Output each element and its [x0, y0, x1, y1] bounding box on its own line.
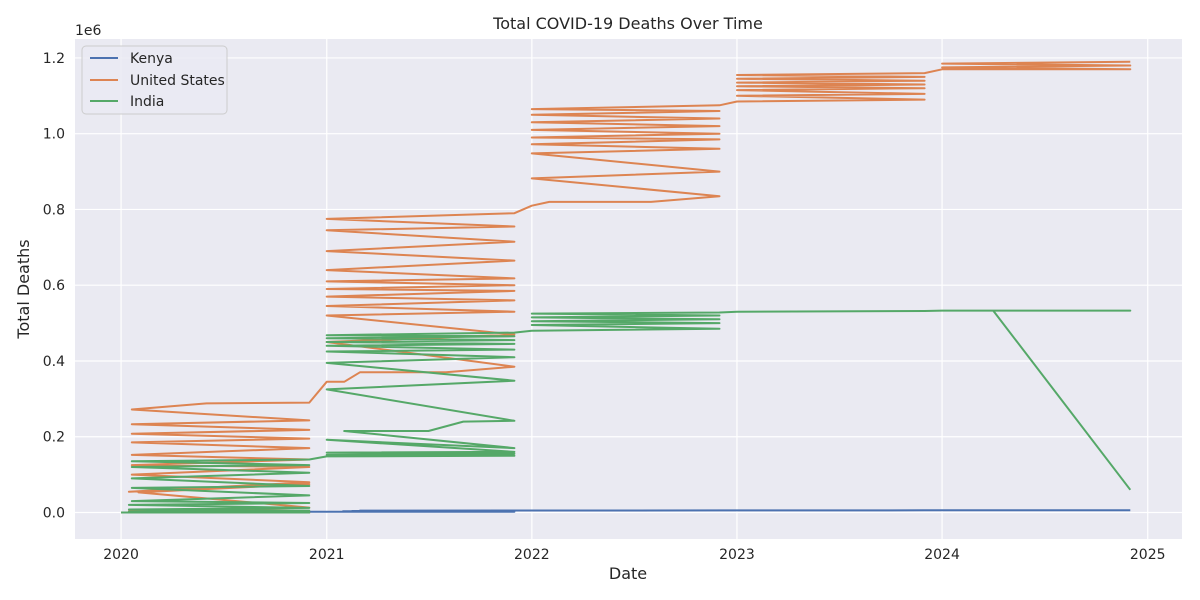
- grid: [75, 39, 1182, 539]
- x-axis-label: Date: [609, 564, 647, 583]
- ticks: 2020 2021 2022 2023 2024 2025 0.0 0.2 0.4 0.6 0.8 1…: [43, 51, 1166, 563]
- y-tick-label: 0.6: [43, 278, 65, 294]
- y-axis-label: Total Deaths: [14, 239, 33, 339]
- y-tick-label: 1.2: [43, 51, 65, 67]
- series-layer: [121, 60, 1132, 514]
- legend-box: [81, 45, 228, 115]
- series-line-united-states: [121, 60, 1132, 514]
- x-tick-label: 2022: [514, 547, 550, 563]
- y-tick-label: 0.0: [43, 505, 65, 521]
- y-tick-label: 0.4: [43, 354, 65, 370]
- x-tick-label: 2023: [719, 547, 755, 563]
- legend-label-united-states: United States: [130, 73, 225, 89]
- x-tick-label: 2021: [309, 547, 345, 563]
- x-tick-label: 2020: [103, 547, 139, 563]
- y-tick-label: 1.0: [43, 127, 65, 143]
- x-tick-label: 2024: [924, 547, 960, 563]
- legend-label-india: India: [130, 94, 164, 110]
- legend: Kenya United States India: [81, 45, 228, 115]
- y-scale-label: 1e6: [75, 23, 102, 39]
- y-tick-label: 0.2: [43, 430, 65, 446]
- x-tick-label: 2025: [1130, 547, 1166, 563]
- plot-area: [75, 39, 1182, 539]
- series-line-india: [121, 309, 1132, 514]
- legend-label-kenya: Kenya: [130, 51, 173, 67]
- y-tick-label: 0.8: [43, 202, 65, 218]
- chart-title: Total COVID-19 Deaths Over Time: [492, 14, 763, 33]
